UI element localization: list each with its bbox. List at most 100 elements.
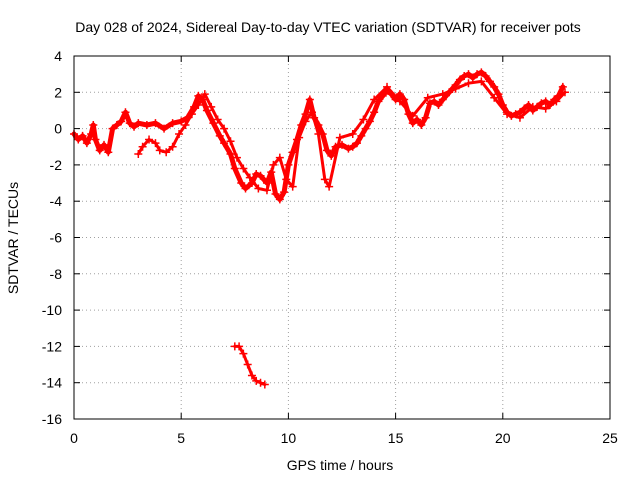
y-tick-label: -12: [42, 338, 62, 354]
data-point: [348, 142, 357, 151]
data-point: [202, 106, 211, 115]
data-point: [425, 99, 434, 108]
data-point: [134, 119, 143, 128]
data-point: [121, 108, 130, 117]
data-point: [243, 360, 252, 369]
data-point: [359, 115, 368, 124]
data-point: [275, 195, 284, 204]
data-point: [254, 184, 263, 193]
data-point: [209, 119, 218, 128]
data-point: [464, 79, 473, 88]
x-axis-label: GPS time / hours: [287, 457, 394, 473]
y-tick-label: 4: [54, 48, 62, 64]
x-tick-label: 5: [177, 430, 185, 446]
data-point: [89, 120, 98, 129]
data-point: [455, 75, 464, 84]
data-point: [473, 70, 482, 79]
data-point: [378, 91, 387, 100]
data-point: [117, 117, 126, 126]
data-point: [490, 82, 499, 91]
data-point: [91, 135, 100, 144]
data-point: [344, 144, 353, 153]
data-point: [104, 148, 113, 157]
data-point: [226, 137, 235, 146]
data-point: [226, 150, 235, 159]
series-secondary: [134, 77, 569, 195]
data-point: [320, 175, 329, 184]
data-point: [108, 124, 117, 133]
data-point: [256, 378, 265, 387]
data-point: [503, 110, 512, 119]
grid: [74, 56, 610, 419]
plot-frame: [73, 55, 611, 420]
y-tick-label: 2: [54, 84, 62, 100]
data-point: [301, 117, 310, 126]
data-point: [142, 120, 151, 129]
data-point: [168, 142, 177, 151]
data-point: [239, 349, 248, 358]
plot-area: [70, 68, 569, 389]
data-point: [252, 376, 261, 385]
data-point: [82, 139, 91, 148]
y-tick-label: -4: [50, 193, 63, 209]
data-point: [395, 90, 404, 99]
series-main: [70, 68, 567, 204]
data-point: [235, 342, 244, 351]
data-point: [430, 97, 439, 106]
data-point: [112, 120, 121, 129]
data-point: [284, 160, 293, 169]
series-line-secondary: [136, 79, 567, 192]
y-tick-label: -10: [42, 302, 62, 318]
x-tick-label: 15: [388, 430, 404, 446]
data-point: [138, 142, 147, 151]
data-point: [288, 148, 297, 157]
data-point: [275, 153, 284, 162]
data-point: [353, 139, 362, 148]
data-point: [325, 182, 334, 191]
data-point: [260, 380, 269, 389]
data-point: [220, 124, 229, 133]
data-point: [541, 97, 550, 106]
x-ticks: 0 5 10 15 20 25: [70, 56, 618, 446]
data-point: [537, 99, 546, 108]
data-point: [295, 133, 304, 142]
data-point: [560, 88, 569, 97]
y-tick-label: 0: [54, 121, 62, 137]
y-ticks: 4 2 0 -2 -4 -6 -8 -10 -12 -14 -16: [42, 48, 610, 427]
data-point: [413, 115, 422, 124]
y-tick-label: -6: [50, 230, 63, 246]
data-point: [232, 153, 241, 162]
data-point: [168, 119, 177, 128]
data-point: [247, 371, 256, 380]
data-point: [494, 90, 503, 99]
data-point: [187, 110, 196, 119]
data-point: [230, 164, 239, 173]
data-point: [481, 71, 490, 80]
data-point: [307, 108, 316, 117]
data-point: [477, 77, 486, 86]
data-point: [374, 97, 383, 106]
data-point: [74, 135, 83, 144]
data-point: [361, 124, 370, 133]
data-point: [421, 113, 430, 122]
data-point: [151, 119, 160, 128]
data-point: [490, 93, 499, 102]
data-point: [357, 131, 366, 140]
data-point: [408, 119, 417, 128]
data-point: [237, 179, 246, 188]
y-tick-label: -2: [50, 157, 63, 173]
data-point: [520, 104, 529, 113]
data-point: [460, 71, 469, 80]
series-outlier: [230, 342, 269, 389]
data-point: [155, 146, 164, 155]
data-point: [400, 95, 409, 104]
data-point: [269, 160, 278, 169]
data-point: [239, 164, 248, 173]
data-point: [288, 182, 297, 191]
data-point: [282, 175, 291, 184]
data-point: [515, 113, 524, 122]
data-point: [370, 108, 379, 117]
data-point: [423, 93, 432, 102]
data-point: [194, 91, 203, 100]
